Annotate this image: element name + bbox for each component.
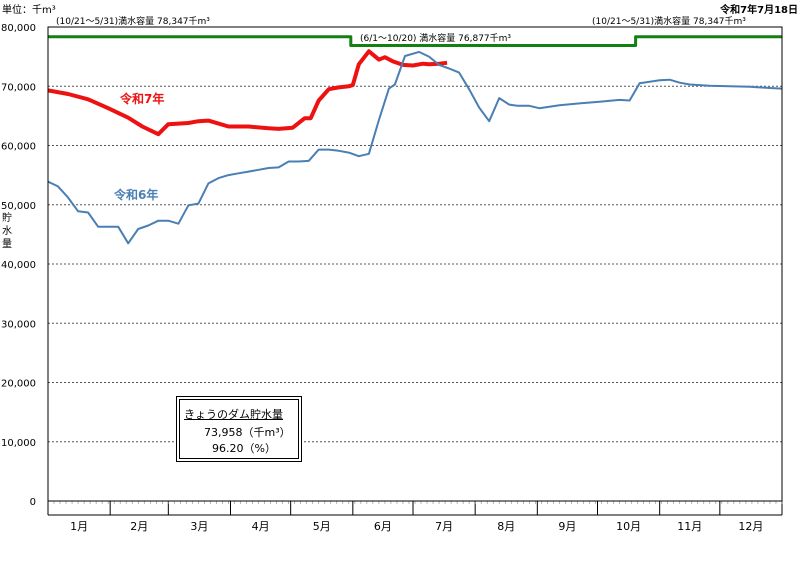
y-tick-label: 50,000 (1, 201, 36, 212)
plot-border (47, 26, 783, 502)
capacity-caption-mid: (6/1～10/20) 満水容量 76,877千m³ (360, 34, 512, 44)
month-label: 9月 (558, 520, 576, 533)
date-label: 令和7年7月18日 (720, 5, 798, 16)
capacity-caption-left: (10/21～5/31)満水容量 78,347千m³ (56, 17, 210, 27)
y-tick-label: 60,000 (1, 142, 36, 153)
month-label: 12月 (738, 520, 763, 533)
month-label: 7月 (435, 520, 453, 533)
month-label: 1月 (70, 520, 88, 533)
y-tick-label: 80,000 (1, 23, 36, 34)
month-labels: 1月 2月 3月 4月 5月 6月 7月 8月 9月 10月 11月 12月 (70, 520, 763, 533)
month-label: 8月 (497, 520, 515, 533)
series-lines (47, 35, 783, 245)
y-tick-label: 0 (30, 497, 36, 508)
series-label-r7: 令和7年 (119, 91, 164, 106)
capacity-caption-right: (10/21～5/31)満水容量 78,347千m³ (592, 17, 746, 27)
y-tick-label: 30,000 (1, 319, 36, 330)
month-label: 4月 (252, 520, 270, 533)
plot-frame (47, 26, 783, 516)
month-label: 10月 (616, 520, 641, 533)
month-label: 3月 (190, 520, 208, 533)
today-storage-box-inner: きょうのダム貯水量 73,958（千m³） 96.20（%） (179, 399, 299, 459)
x-tick-marks (47, 501, 783, 515)
grid-lines (48, 26, 782, 443)
today-storage-box: きょうのダム貯水量 73,958（千m³） 96.20（%） (176, 396, 302, 462)
y-tick-label: 20,000 (1, 379, 36, 390)
series-line-r6 (47, 50, 783, 245)
month-label: 11月 (677, 520, 702, 533)
y-tick-label: 10,000 (1, 438, 36, 449)
series-line-r7 (47, 49, 448, 137)
month-label: 2月 (130, 520, 148, 533)
unit-label: 単位：千m³ (2, 5, 56, 16)
y-axis-label: 貯水量 (2, 213, 12, 250)
month-label: 6月 (374, 520, 392, 533)
today-storage-volume: 73,958（千m³） (204, 426, 291, 439)
series-label-r6: 令和6年 (113, 187, 158, 202)
today-storage-title: きょうのダム貯水量 (184, 408, 283, 421)
month-label: 5月 (313, 520, 331, 533)
y-tick-labels: 0 10,000 20,000 30,000 40,000 50,000 60,000 70,… (1, 23, 36, 508)
y-tick-label: 40,000 (1, 260, 36, 271)
today-storage-percent: 96.20（%） (212, 442, 276, 455)
capacity-line (48, 35, 782, 47)
y-tick-label: 70,000 (1, 82, 36, 93)
